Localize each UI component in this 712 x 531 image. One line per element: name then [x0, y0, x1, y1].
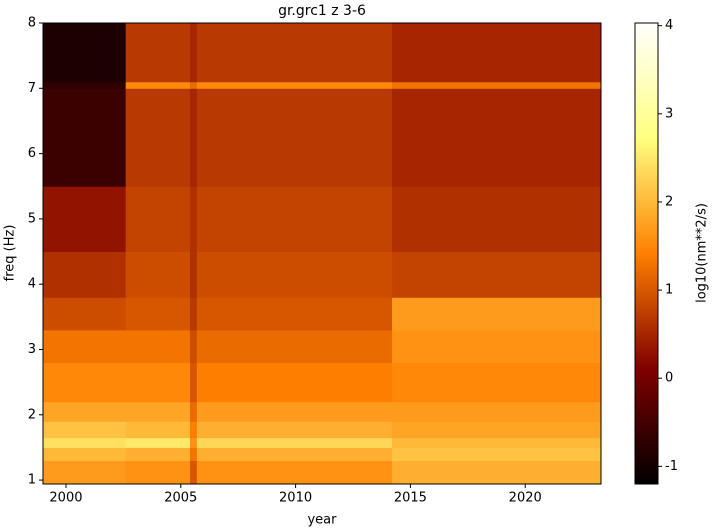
heatmap-cell	[125, 362, 191, 403]
y-tick-label: 5	[28, 211, 36, 226]
heatmap-cell	[189, 329, 198, 364]
heatmap-cell	[196, 297, 393, 331]
colorbar	[634, 22, 659, 485]
heatmap-cell	[392, 81, 602, 89]
heatmap-cell	[392, 251, 602, 298]
heatmap-cell	[43, 186, 127, 253]
y-axis-label: freq (Hz)	[3, 225, 18, 282]
heatmap-cell	[189, 297, 198, 331]
heatmap-cell	[196, 447, 393, 461]
heatmap-cell	[43, 362, 127, 403]
heatmap-cell	[392, 297, 602, 331]
heatmap-cell	[125, 88, 191, 187]
colorbar-tick-label: 1	[665, 283, 673, 298]
heatmap-cell	[189, 437, 198, 448]
heatmap-cell	[125, 460, 191, 485]
heatmap-cell	[43, 88, 127, 187]
heatmap-cell	[196, 251, 393, 298]
heatmap-cell	[43, 329, 127, 364]
colorbar-label: log10(nm**2/s)	[695, 203, 710, 303]
heatmap-cell	[392, 437, 602, 448]
colorbar-tick-label: 3	[665, 106, 673, 121]
heatmap	[43, 23, 602, 485]
colorbar-tick-label: 2	[665, 194, 673, 209]
x-tick-label: 2005	[164, 491, 197, 506]
y-tick-label: 8	[28, 16, 36, 31]
colorbar-tick-label: 4	[665, 18, 673, 33]
heatmap-cell	[189, 251, 198, 298]
heatmap-cell	[125, 297, 191, 331]
heatmap-cell	[196, 362, 393, 403]
heatmap-cell	[43, 23, 127, 83]
colorbar-tick-label: 0	[665, 371, 673, 386]
heatmap-cell	[392, 362, 602, 403]
heatmap-cell	[392, 401, 602, 422]
heatmap-cell	[189, 460, 198, 485]
heatmap-cell	[125, 23, 191, 83]
heatmap-cell	[43, 297, 127, 331]
plot-frame	[42, 22, 602, 485]
heatmap-cell	[43, 81, 127, 89]
heatmap-cell	[392, 23, 602, 83]
heatmap-cell	[189, 421, 198, 439]
heatmap-cell	[125, 401, 191, 422]
heatmap-cell	[196, 23, 393, 83]
heatmap-cell	[125, 251, 191, 298]
heatmap-cell	[189, 362, 198, 403]
x-axis-label: year	[307, 513, 337, 528]
heatmap-cell	[189, 447, 198, 461]
heatmap-cell	[189, 23, 198, 83]
heatmap-cell	[189, 401, 198, 422]
heatmap-cell	[196, 186, 393, 253]
y-tick-label: 3	[28, 342, 36, 357]
heatmap-cell	[196, 401, 393, 422]
heatmap-cell	[196, 421, 393, 439]
heatmap-cell	[125, 437, 191, 448]
heatmap-cell	[125, 186, 191, 253]
chart-title: gr.grc1 z 3-6	[278, 3, 366, 19]
heatmap-cell	[196, 329, 393, 364]
heatmap-cell	[392, 421, 602, 439]
y-tick-label: 7	[28, 81, 36, 96]
x-tick-label: 2000	[49, 491, 82, 506]
heatmap-cell	[189, 88, 198, 187]
heatmap-cell	[189, 81, 198, 89]
heatmap-cell	[43, 251, 127, 298]
heatmap-cell	[392, 88, 602, 187]
heatmap-cell	[43, 460, 127, 485]
heatmap-cell	[196, 88, 393, 187]
heatmap-cell	[196, 81, 393, 89]
heatmap-cell	[43, 447, 127, 461]
colorbar-tick-label: -1	[665, 459, 678, 474]
y-tick-label: 6	[28, 146, 36, 161]
x-tick-label: 2015	[394, 491, 427, 506]
heatmap-cell	[196, 437, 393, 448]
heatmap-cell	[196, 460, 393, 485]
y-tick-label: 2	[28, 407, 36, 422]
x-tick-label: 2010	[279, 491, 312, 506]
heatmap-cell	[392, 460, 602, 485]
heatmap-cell	[43, 421, 127, 439]
heatmap-cell	[189, 186, 198, 253]
heatmap-cell	[125, 329, 191, 364]
heatmap-cell	[392, 186, 602, 253]
heatmap-cell	[125, 81, 191, 89]
y-tick-label: 4	[28, 277, 36, 292]
heatmap-cell	[43, 401, 127, 422]
y-tick-label: 1	[28, 473, 36, 488]
heatmap-cell	[392, 447, 602, 461]
heatmap-cell	[392, 329, 602, 364]
heatmap-cell	[125, 447, 191, 461]
heatmap-cell	[125, 421, 191, 439]
x-tick-label: 2020	[509, 491, 542, 506]
heatmap-cell	[43, 437, 127, 448]
